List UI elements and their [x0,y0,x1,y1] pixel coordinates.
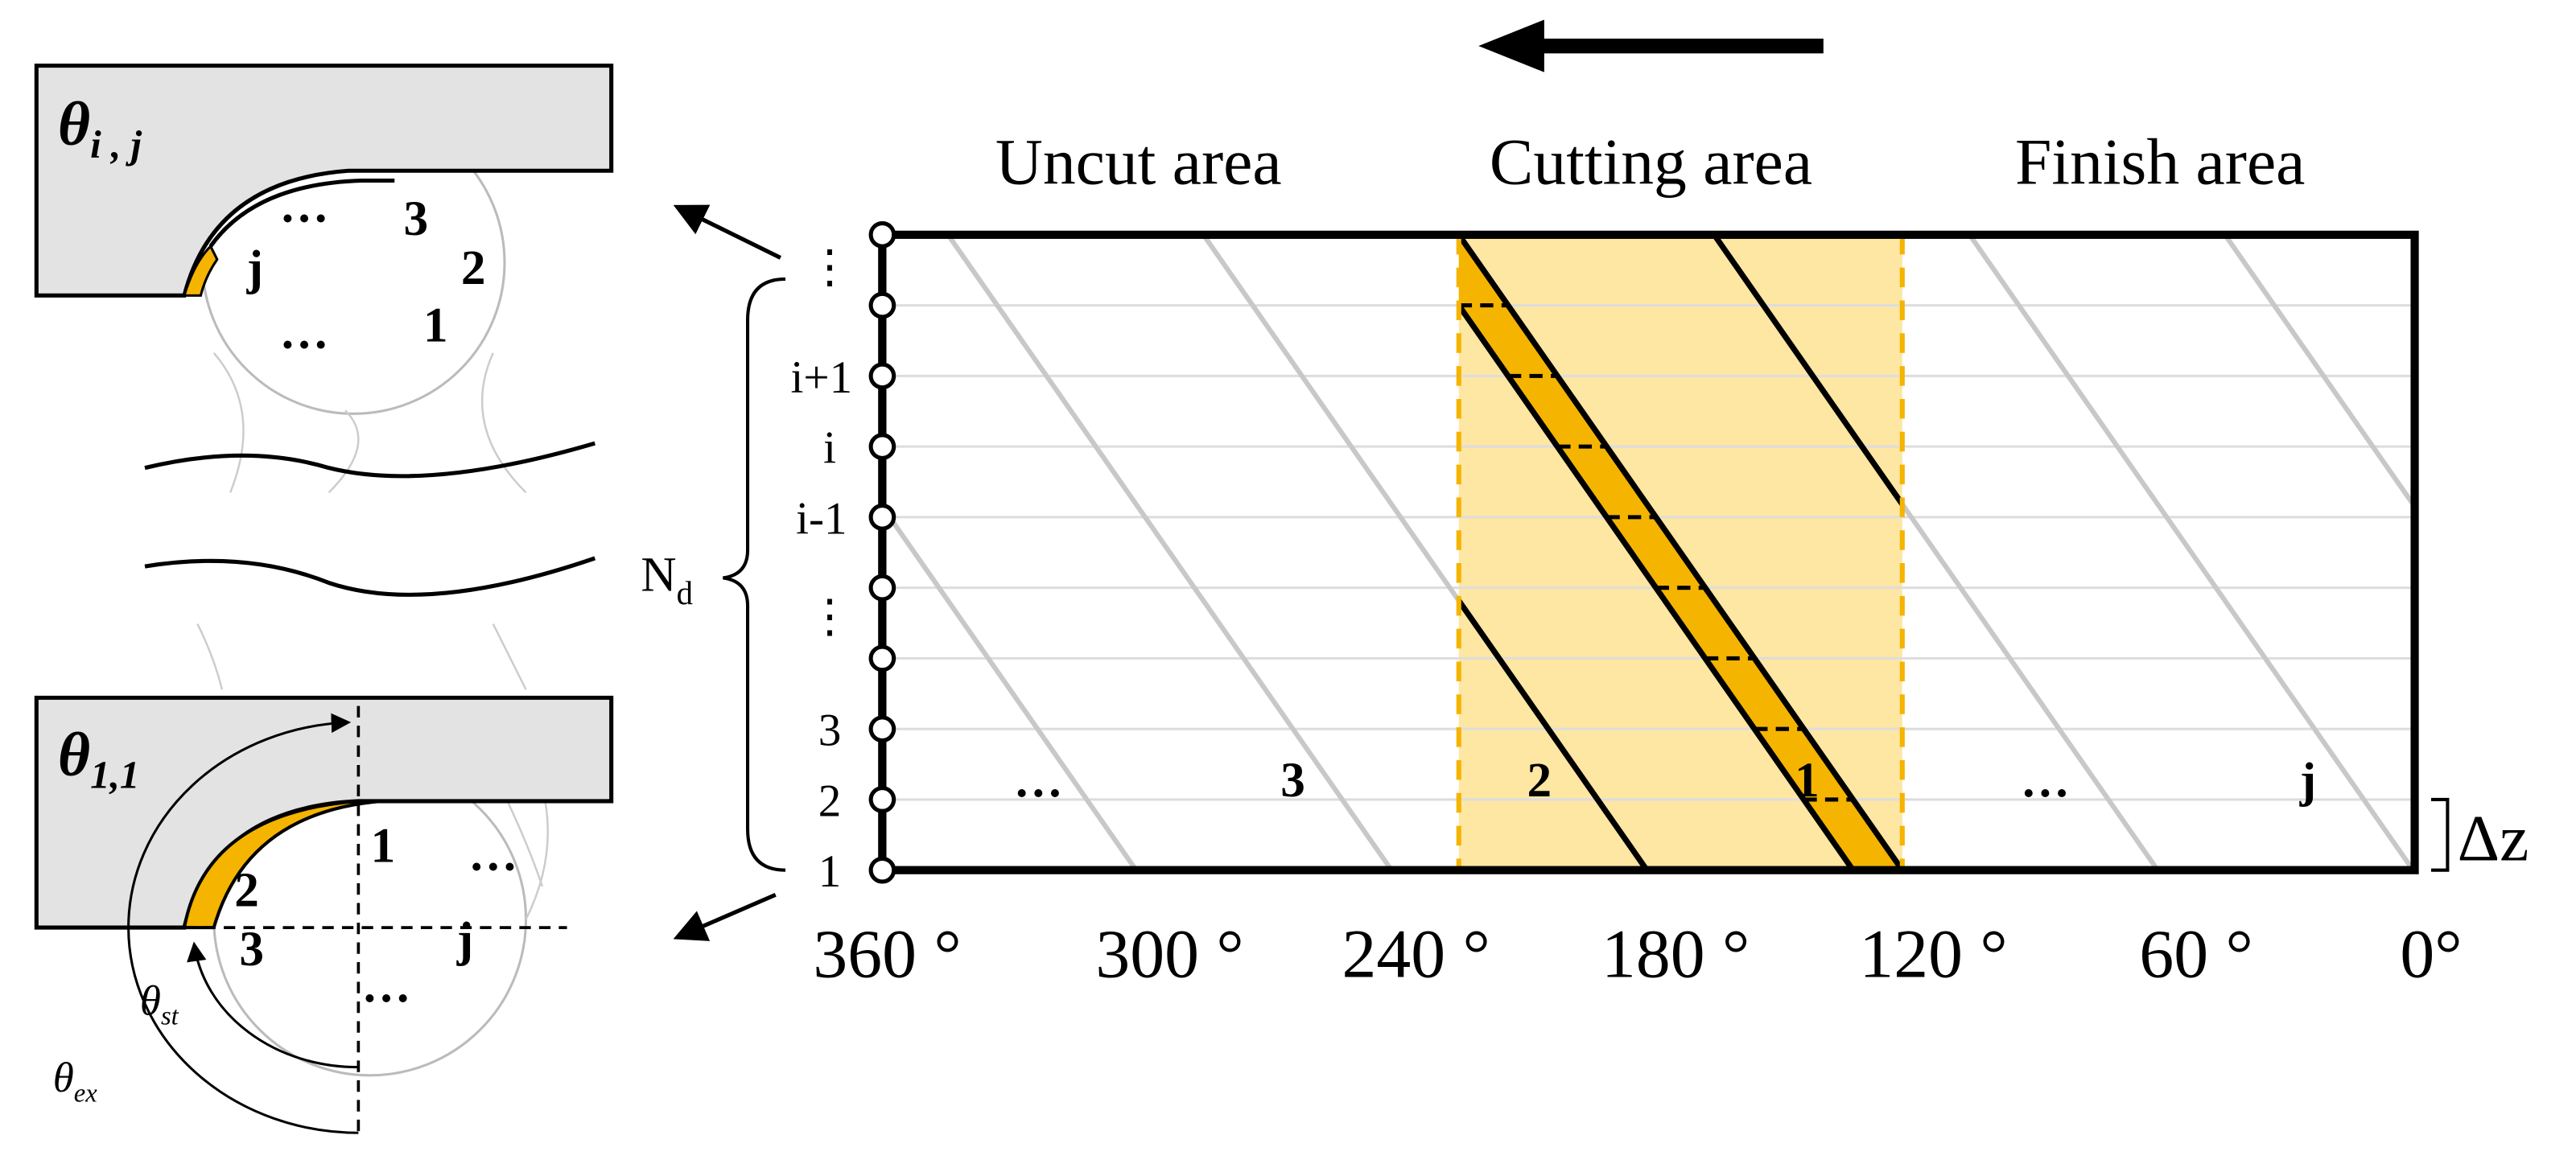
row-count-main: N [641,548,676,603]
angle-label: 300 ° [1095,915,1243,992]
row-count-label: Nd [641,548,693,611]
row-label: ⋮ [807,242,853,293]
step-bracket [2430,797,2450,872]
flute-label: … [279,179,328,233]
row-node [868,504,896,531]
start-angle-label: θst [140,977,179,1030]
engaged-edge [1458,595,1650,870]
flute-label: j [246,241,263,295]
flute-line [2223,234,2415,512]
angle-label: 240 ° [1342,915,1490,992]
engaged-flutes [1458,234,1902,870]
flute-label: 2 [461,241,486,295]
flute-label: … [361,958,410,1013]
angle-label: 0° [2400,915,2462,992]
flute-label: … [279,305,328,360]
bottom-panel: θ1,1 1 … 2 3 j … θst θex [34,695,614,1134]
cut-edge [208,178,395,248]
row-node [868,362,896,390]
angle-label: 360 ° [813,915,961,992]
angle-sub: ex [74,1079,97,1108]
flute-line [2480,235,2576,870]
engaged-edge [1712,234,1902,510]
panel-angle: θi , j [58,89,142,167]
angle-symbol: θ [53,1055,74,1101]
flute-label: 3 [239,922,264,977]
row-count-sub: d [677,575,693,611]
angle-sub: 1,1 [90,753,139,797]
brace [723,277,786,872]
row-node [868,574,896,602]
flute-label: 1 [423,298,448,353]
chip-section [182,244,219,297]
angle-symbol: θ [58,89,90,158]
row-node [868,221,896,249]
region-label: Uncut area [995,125,1282,199]
row-label: 3 [818,705,842,756]
engaged-edge [1458,300,1856,870]
top-panel: θi , j … 3 2 j … 1 [34,64,614,494]
flute-line [882,502,1139,870]
flute-label: j [456,912,473,967]
angle-sub: st [161,1002,179,1031]
step-label: Δz [2458,801,2529,874]
angle-symbol: θ [58,719,90,788]
angle-label: 180 ° [1601,915,1750,992]
region-label: Cutting area [1490,125,1812,199]
row-node [868,786,896,813]
flute-label: 3 [1280,753,1305,808]
flute-label: … [2021,753,2070,808]
flute-line [946,234,1394,870]
flute-line [1967,234,2415,870]
pointer-arrow [673,892,777,941]
exit-angle-arc [127,713,359,1134]
break-line [144,556,596,597]
tool-sketch [196,623,527,690]
region-label: Finish area [2015,125,2305,199]
flute-label: j [2299,753,2316,808]
row-label: 2 [818,775,842,826]
angle-label: 60 ° [2139,915,2252,992]
flute-label: 3 [403,191,428,246]
panel-angle: θ1,1 [58,719,139,796]
row-node [868,715,896,742]
flute-label: 1 [371,818,396,873]
grid [882,304,2415,801]
flute-label: … [468,827,517,882]
row-node [868,291,896,319]
pointer-arrow [673,204,781,260]
row-label: i+1 [791,352,853,403]
tool-sketch [212,352,527,494]
angle-sub: i , j [90,122,142,167]
feed-arrow-head [1478,19,1544,72]
start-angle-arc [187,941,359,1069]
engaged-edge [1458,234,1902,870]
row-label: ⋮ [807,592,853,643]
row-node [868,433,896,460]
flute-label: 1 [1795,753,1820,808]
angle-symbol: θ [140,977,161,1024]
break-line [144,441,596,479]
flute-label: … [1014,753,1063,808]
row-label: i [823,423,836,474]
row-label: i-1 [796,493,847,544]
chip-section [182,799,382,930]
row-node [868,644,896,672]
row-node [868,856,896,884]
exit-angle-label: θex [53,1055,98,1108]
row-label: 1 [818,846,842,897]
flute-label: 2 [234,863,259,918]
flute-label: 2 [1527,753,1552,808]
row-nodes [868,221,896,884]
angle-label: 120 ° [1859,915,2007,992]
